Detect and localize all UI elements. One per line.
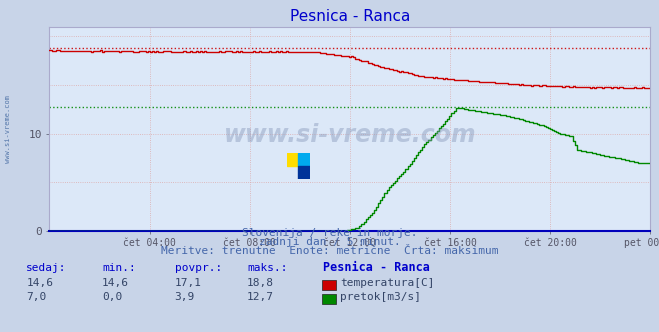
Text: www.si-vreme.com: www.si-vreme.com <box>5 96 11 163</box>
Text: 14,6: 14,6 <box>26 278 53 288</box>
Bar <box>287 153 298 166</box>
Text: Pesnica - Ranca: Pesnica - Ranca <box>323 261 430 274</box>
Text: maks.:: maks.: <box>247 263 287 273</box>
Text: zadnji dan / 5 minut.: zadnji dan / 5 minut. <box>258 237 401 247</box>
Bar <box>298 166 310 179</box>
Text: min.:: min.: <box>102 263 136 273</box>
Text: 7,0: 7,0 <box>26 292 47 302</box>
Bar <box>298 153 310 166</box>
Text: www.si-vreme.com: www.si-vreme.com <box>223 123 476 147</box>
Text: sedaj:: sedaj: <box>26 263 67 273</box>
Text: 18,8: 18,8 <box>247 278 274 288</box>
Text: Meritve: trenutne  Enote: metrične  Črta: maksimum: Meritve: trenutne Enote: metrične Črta: … <box>161 246 498 256</box>
Text: pretok[m3/s]: pretok[m3/s] <box>340 292 421 302</box>
Title: Pesnica - Ranca: Pesnica - Ranca <box>290 9 410 24</box>
Text: povpr.:: povpr.: <box>175 263 222 273</box>
Text: Slovenija / reke in morje.: Slovenija / reke in morje. <box>242 228 417 238</box>
Text: 3,9: 3,9 <box>175 292 195 302</box>
Text: 12,7: 12,7 <box>247 292 274 302</box>
Text: temperatura[C]: temperatura[C] <box>340 278 434 288</box>
Text: 17,1: 17,1 <box>175 278 202 288</box>
Text: 14,6: 14,6 <box>102 278 129 288</box>
Text: 0,0: 0,0 <box>102 292 123 302</box>
